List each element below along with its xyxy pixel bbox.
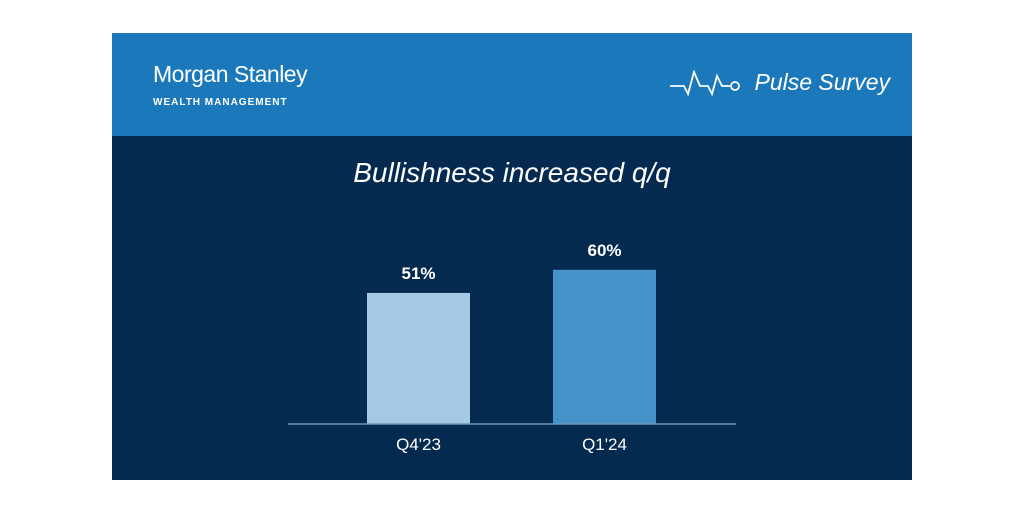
data-label-0: 51%	[401, 264, 435, 283]
bar-1	[553, 269, 656, 424]
x-tick-label-1: Q1'24	[582, 435, 627, 454]
survey-name: Pulse Survey	[754, 69, 890, 95]
bar-chart: 51% Q4'23 60% Q1'24	[288, 241, 736, 454]
division-label: WEALTH MANAGEMENT	[153, 97, 288, 108]
pulse-line-icon	[670, 69, 741, 96]
x-tick-label-0: Q4'23	[396, 435, 441, 454]
chart-title: Bullishness increased q/q	[353, 157, 671, 188]
bar-0	[367, 292, 470, 424]
data-label-1: 60%	[587, 241, 621, 260]
survey-card: Morgan Stanley WEALTH MANAGEMENT Pulse S…	[112, 33, 912, 480]
brand-logo: Morgan Stanley	[153, 61, 308, 87]
header-banner: Morgan Stanley WEALTH MANAGEMENT Pulse S…	[112, 33, 912, 136]
pulse-survey-label: Pulse Survey	[670, 69, 890, 96]
